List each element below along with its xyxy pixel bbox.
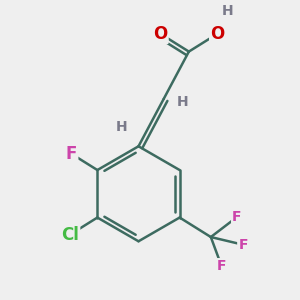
Text: F: F: [232, 210, 242, 224]
Text: O: O: [210, 25, 225, 43]
Text: Cl: Cl: [61, 226, 79, 244]
Text: H: H: [222, 4, 233, 18]
Text: F: F: [217, 259, 226, 273]
Text: F: F: [238, 238, 248, 252]
Text: F: F: [66, 145, 77, 163]
Text: H: H: [176, 95, 188, 109]
Text: O: O: [153, 25, 167, 43]
Text: H: H: [116, 120, 127, 134]
